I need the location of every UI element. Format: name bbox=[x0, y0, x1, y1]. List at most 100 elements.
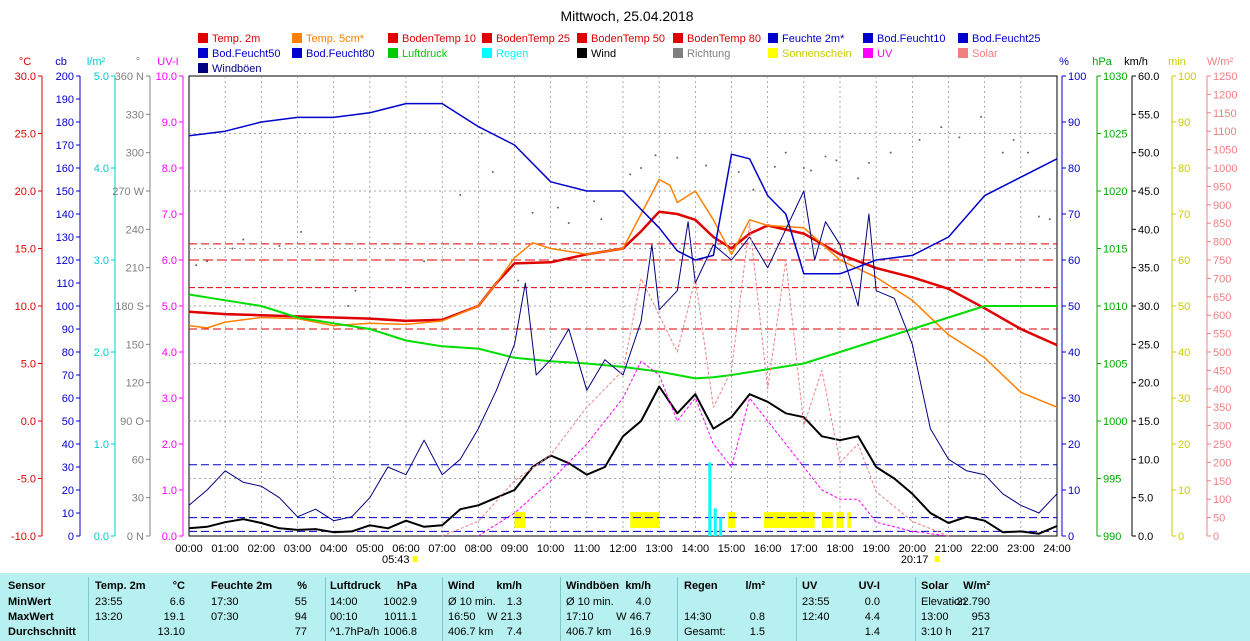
direction-point bbox=[278, 244, 281, 247]
axis-tick-label: 4.0 bbox=[162, 347, 177, 359]
axis-tick-label: 100 bbox=[56, 301, 74, 313]
stats-cell: W 46.7 bbox=[616, 611, 651, 623]
x-tick-label: 24:00 bbox=[1043, 543, 1071, 555]
direction-point bbox=[1048, 218, 1051, 221]
axis-tick-label: 0 bbox=[68, 531, 74, 543]
direction-point bbox=[480, 132, 483, 135]
axis-tick-label: 400 bbox=[1213, 384, 1231, 396]
axis-tick-label: 550 bbox=[1213, 329, 1231, 341]
axis-tick-label: 2.0 bbox=[162, 439, 177, 451]
statistics-table: Sensor Temp. 2m °C Feuchte 2m% Luftdruck hPa W… bbox=[0, 573, 1250, 641]
axis-tick-label: 35.0 bbox=[1138, 263, 1159, 275]
stats-cell: 4.0 bbox=[635, 596, 651, 608]
axis-unit-l-m: l/m² bbox=[87, 56, 106, 68]
direction-point bbox=[567, 221, 570, 224]
x-tick-label: 10:00 bbox=[537, 543, 565, 555]
stats-cell: Gesamt: bbox=[684, 626, 726, 638]
x-tick-label: 12:00 bbox=[609, 543, 637, 555]
axis-tick-label: 100 bbox=[1178, 71, 1196, 83]
legend-swatch-solar bbox=[958, 48, 968, 58]
sunshine-bar bbox=[821, 512, 833, 528]
x-tick-label: 13:00 bbox=[645, 543, 673, 555]
axis-tick-label: 15.0 bbox=[15, 244, 36, 256]
sunrise-marker bbox=[412, 556, 418, 562]
legend-swatch-temp-5cm bbox=[292, 33, 302, 43]
axis-tick-label: 0 N bbox=[127, 531, 144, 543]
stats-cell: 00:10 bbox=[330, 611, 358, 623]
axis-tick-label: 1025 bbox=[1103, 129, 1127, 141]
stats-cell: 953 bbox=[971, 611, 990, 623]
stats-cell: 16:50 bbox=[448, 611, 476, 623]
axis-tick-label: 15.0 bbox=[1138, 416, 1159, 428]
axis-tick-label: 330 bbox=[126, 109, 144, 121]
axis-tick-label: 10 bbox=[62, 508, 74, 520]
sunshine-bar bbox=[764, 512, 815, 528]
stats-cell: W 21.3 bbox=[487, 611, 522, 623]
axis-tick-label: 50.0 bbox=[1138, 148, 1159, 160]
stats-cell: 12:40 bbox=[802, 611, 830, 623]
series-solar bbox=[442, 222, 949, 537]
stats-header: l/m² bbox=[745, 580, 765, 592]
axis-tick-label: 40 bbox=[1178, 347, 1190, 359]
axis-tick-label: 150 bbox=[126, 339, 144, 351]
direction-point bbox=[784, 151, 787, 154]
legend-swatch-regen bbox=[482, 48, 492, 58]
stats-divider bbox=[88, 577, 89, 641]
legend-swatch-bod-feucht10 bbox=[863, 33, 873, 43]
axis-tick-label: 800 bbox=[1213, 237, 1231, 249]
axis-unit-km-h: km/h bbox=[1124, 56, 1148, 68]
axis-tick-label: -5.0 bbox=[17, 474, 36, 486]
stats-divider bbox=[442, 577, 443, 641]
axis-tick-label: 650 bbox=[1213, 292, 1231, 304]
axis-tick-label: 1250 bbox=[1213, 71, 1237, 83]
direction-point bbox=[1037, 215, 1040, 218]
legend-label-bodentemp-50: BodenTemp 50 bbox=[591, 33, 665, 45]
axis-tick-label: 200 bbox=[56, 71, 74, 83]
direction-point bbox=[206, 260, 209, 263]
axis-tick-label: 20 bbox=[62, 485, 74, 497]
stats-header: Regen bbox=[684, 580, 718, 592]
axis-unit-uv-i: UV-I bbox=[157, 56, 178, 68]
axis-tick-label: 995 bbox=[1103, 474, 1121, 486]
axis-tick-label: 5.0 bbox=[162, 301, 177, 313]
axis-tick-label: 90 bbox=[1068, 117, 1080, 129]
axis-tick-label: 60 bbox=[1068, 255, 1080, 267]
direction-point bbox=[195, 264, 198, 267]
direction-point bbox=[810, 169, 813, 172]
direction-point bbox=[242, 238, 245, 241]
direction-point bbox=[802, 167, 805, 169]
stats-header: UV bbox=[802, 580, 818, 592]
axis-tick-label: 0 bbox=[1178, 531, 1184, 543]
direction-point bbox=[824, 155, 827, 158]
axis-tick-label: 3.0 bbox=[94, 255, 109, 267]
axis-tick-label: 6.0 bbox=[162, 255, 177, 267]
stats-cell: 1011.1 bbox=[384, 611, 417, 623]
axis-tick-label: 60 bbox=[132, 454, 144, 466]
direction-point bbox=[1012, 138, 1015, 141]
axis-unit-c: °C bbox=[19, 56, 31, 68]
axis-tick-label: 0.0 bbox=[94, 531, 109, 543]
direction-point bbox=[593, 200, 596, 203]
axis-tick-label: 0.0 bbox=[21, 416, 36, 428]
legend-swatch-sonnenschein bbox=[768, 48, 778, 58]
axis-tick-label: 1005 bbox=[1103, 359, 1127, 371]
legend-label-wind: Wind bbox=[591, 48, 616, 60]
legend-label-luftdruck: Luftdruck bbox=[402, 48, 448, 60]
direction-point bbox=[654, 154, 657, 157]
x-tick-label: 18:00 bbox=[826, 543, 854, 555]
stats-divider bbox=[677, 577, 678, 641]
stats-cell: 6.6 bbox=[169, 596, 185, 608]
x-tick-label: 17:00 bbox=[790, 543, 818, 555]
x-tick-label: 05:00 bbox=[356, 543, 384, 555]
x-tick-label: 23:00 bbox=[1007, 543, 1035, 555]
series-temp-2m bbox=[188, 210, 1058, 347]
legend-label-bodentemp-80: BodenTemp 80 bbox=[687, 33, 761, 45]
axis-tick-label: 450 bbox=[1213, 365, 1231, 377]
stats-header: UV-I bbox=[858, 580, 880, 592]
axis-tick-label: 10 bbox=[1178, 485, 1190, 497]
direction-point bbox=[347, 305, 350, 307]
axis-tick-label: 990 bbox=[1103, 531, 1121, 543]
axis-tick-label: 1030 bbox=[1103, 71, 1127, 83]
axis-tick-label: 600 bbox=[1213, 310, 1231, 322]
